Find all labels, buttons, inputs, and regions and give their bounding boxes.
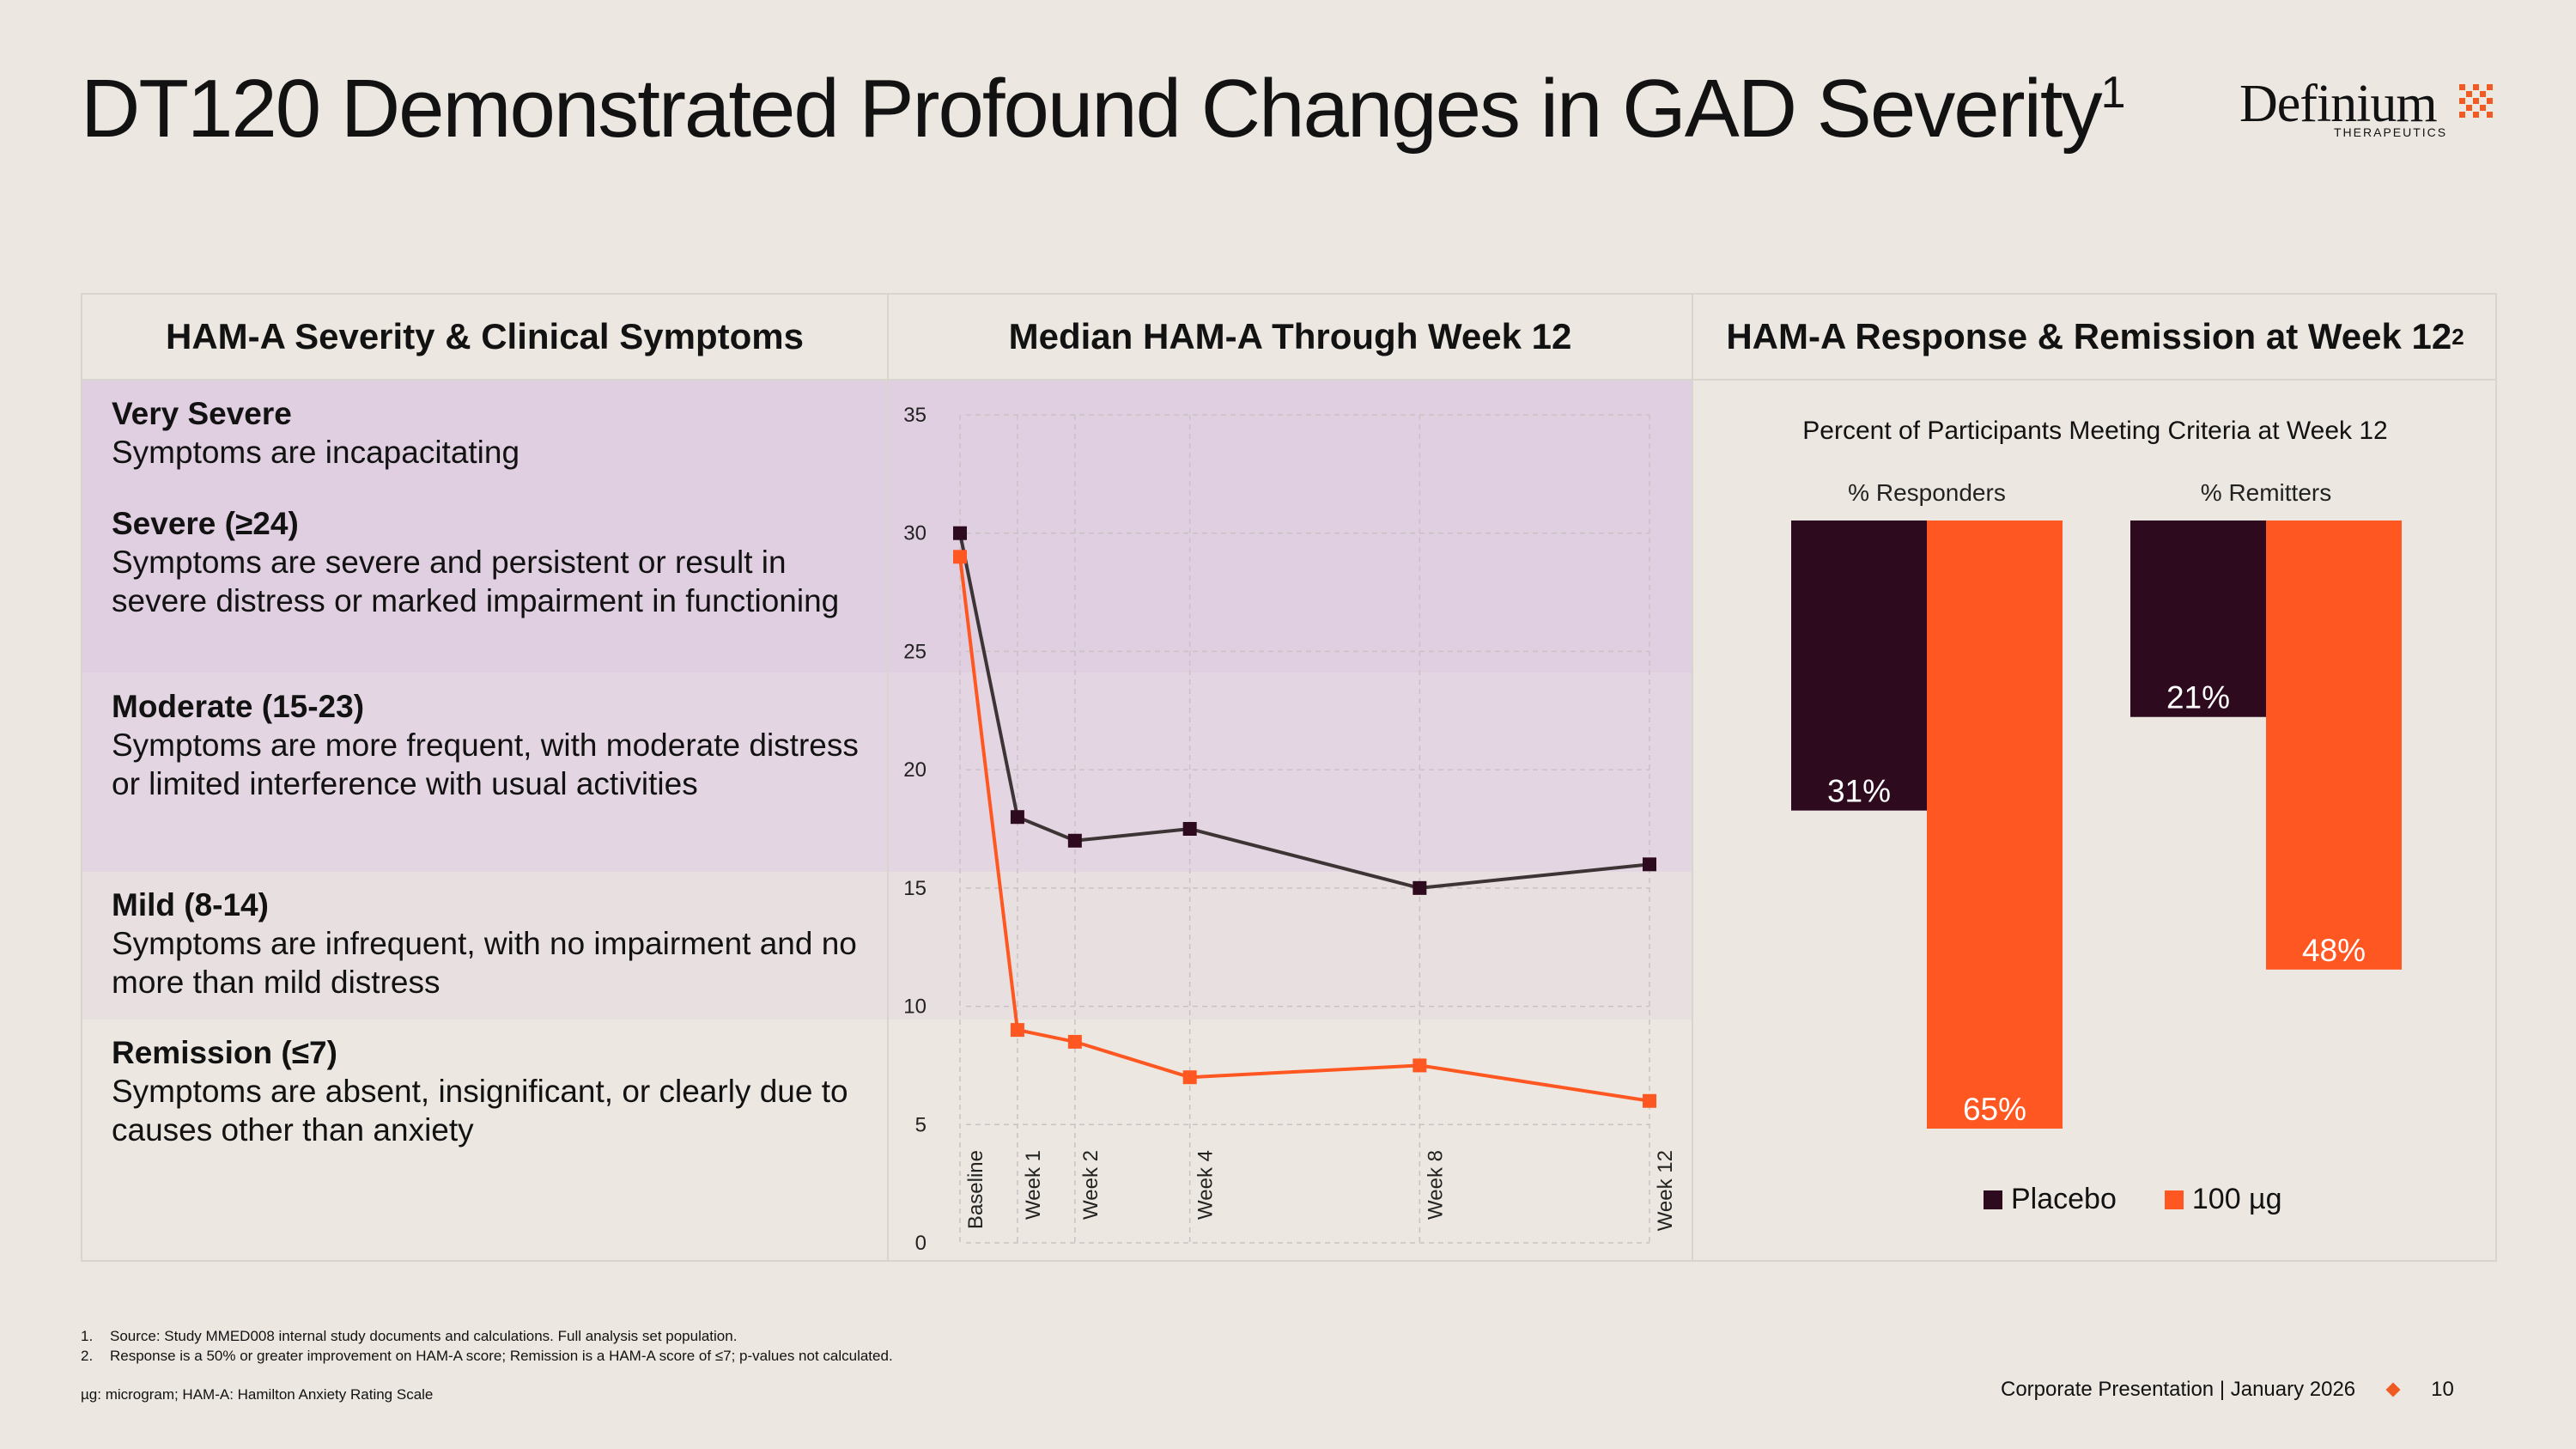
y-tick-label: 30 [903,522,927,545]
page-title: DT120 Demonstrated Profound Changes in G… [81,63,2125,155]
legend-placebo-swatch [1984,1190,2002,1209]
data-point-100ug [1010,1023,1024,1038]
page-number: 10 [2431,1378,2454,1401]
y-tick-label: 15 [903,877,927,900]
x-tick-label: Week 1 [1022,1150,1045,1220]
footnotes: 1. Source: Study MMED008 internal study d… [81,1326,893,1366]
y-tick-label: 5 [915,1113,927,1136]
data-point-placebo [1067,833,1082,848]
footer-text: Corporate Presentation | January 2026 [2001,1378,2356,1401]
diamond-icon [2385,1382,2401,1397]
bar-placebo [1791,521,1927,811]
legend-dose-label: 100 µg [2191,1183,2282,1215]
data-point-100ug [1067,1034,1082,1049]
band-mild [82,872,887,1020]
data-point-placebo [1413,880,1427,895]
legend-placebo-label: Placebo [2011,1183,2117,1215]
median-ham-a-line-chart: 0 5 10 15 20 25 30 35 Baseline Week 1 Week 2 Week 4… [903,404,1677,1255]
severity-severe: Severe (≥24) Symptoms are severe and per… [112,506,840,618]
bar-value-label: 65% [1963,1092,2026,1127]
chart-band-severe [889,381,1692,673]
bar-100ug [2266,521,2402,970]
footer: Corporate Presentation | January 2026 10 [2001,1378,2454,1402]
middle-column-heading: Median HAM-A Through Week 12 [889,295,1692,381]
data-point-placebo [953,526,967,540]
series-line-placebo [958,533,1650,890]
bar-value-label: 21% [2166,680,2230,715]
content-panel: HAM-A Severity & Clinical Symptoms Media… [81,293,2497,1262]
bar-value-label: 48% [2302,933,2366,968]
data-point-placebo [1182,822,1197,836]
x-tick-label: Baseline [964,1150,987,1229]
bar-100ug [1927,521,2063,1129]
severity-remission: Remission (≤7) Symptoms are absent, insi… [112,1035,848,1148]
severity-very-severe: Very Severe Symptoms are incapacitating [112,396,520,470]
left-column-heading: HAM-A Severity & Clinical Symptoms [82,295,887,381]
y-tick-label: 20 [903,758,927,782]
y-tick-label: 0 [915,1232,927,1255]
bar-placebo [2130,521,2266,717]
data-point-100ug [953,550,967,564]
logo-dots-icon [2459,84,2493,118]
y-tick-label: 35 [903,404,927,427]
bar-value-label: 31% [1827,774,1891,809]
chart-band-mild [889,872,1692,1020]
abbreviations: µg: microgram; HAM-A: Hamilton Anxiety R… [81,1386,434,1403]
y-tick-label: 25 [903,640,927,663]
legend-dose-swatch [2164,1190,2184,1209]
data-point-placebo [1010,810,1024,825]
data-point-placebo [1643,857,1656,872]
x-tick-label: Week 4 [1194,1150,1218,1220]
footnote: 2. Response is a 50% or greater improveme… [81,1348,893,1364]
x-tick-label: Week 2 [1079,1150,1103,1220]
band-severe [82,381,887,673]
footnote: 1. Source: Study MMED008 internal study d… [81,1328,738,1344]
definium-logo: Definium THERAPEUTICS [2239,74,2497,151]
data-point-100ug [1413,1058,1427,1073]
bar-group-label: % Remitters [2201,479,2331,506]
column-divider [1692,295,1693,1260]
x-tick-label: Week 12 [1654,1150,1677,1231]
severity-mild: Mild (8-14) Symptoms are infrequent, wit… [112,887,857,1000]
series-line-100ug [958,557,1650,1103]
data-point-100ug [1643,1093,1656,1108]
column-divider [887,295,889,1260]
band-moderate [82,673,887,872]
severity-moderate: Moderate (15-23) Symptoms are more frequ… [112,689,859,801]
y-tick-label: 10 [903,995,927,1019]
bar-chart-title: Percent of Participants Meeting Criteria… [1802,417,2388,445]
bar-group-label: % Responders [1848,479,2006,506]
response-remission-bar-chart: % Responders 31% 65% % Remitters 21% 48% [1791,479,2402,1129]
right-column-heading: HAM-A Response & Remission at Week 12 2 [1693,295,2497,381]
chart-legend: Placebo 100 µg [1984,1183,2282,1216]
x-tick-label: Week 8 [1424,1150,1447,1220]
chart-band-moderate [889,673,1692,872]
data-point-100ug [1182,1070,1197,1085]
